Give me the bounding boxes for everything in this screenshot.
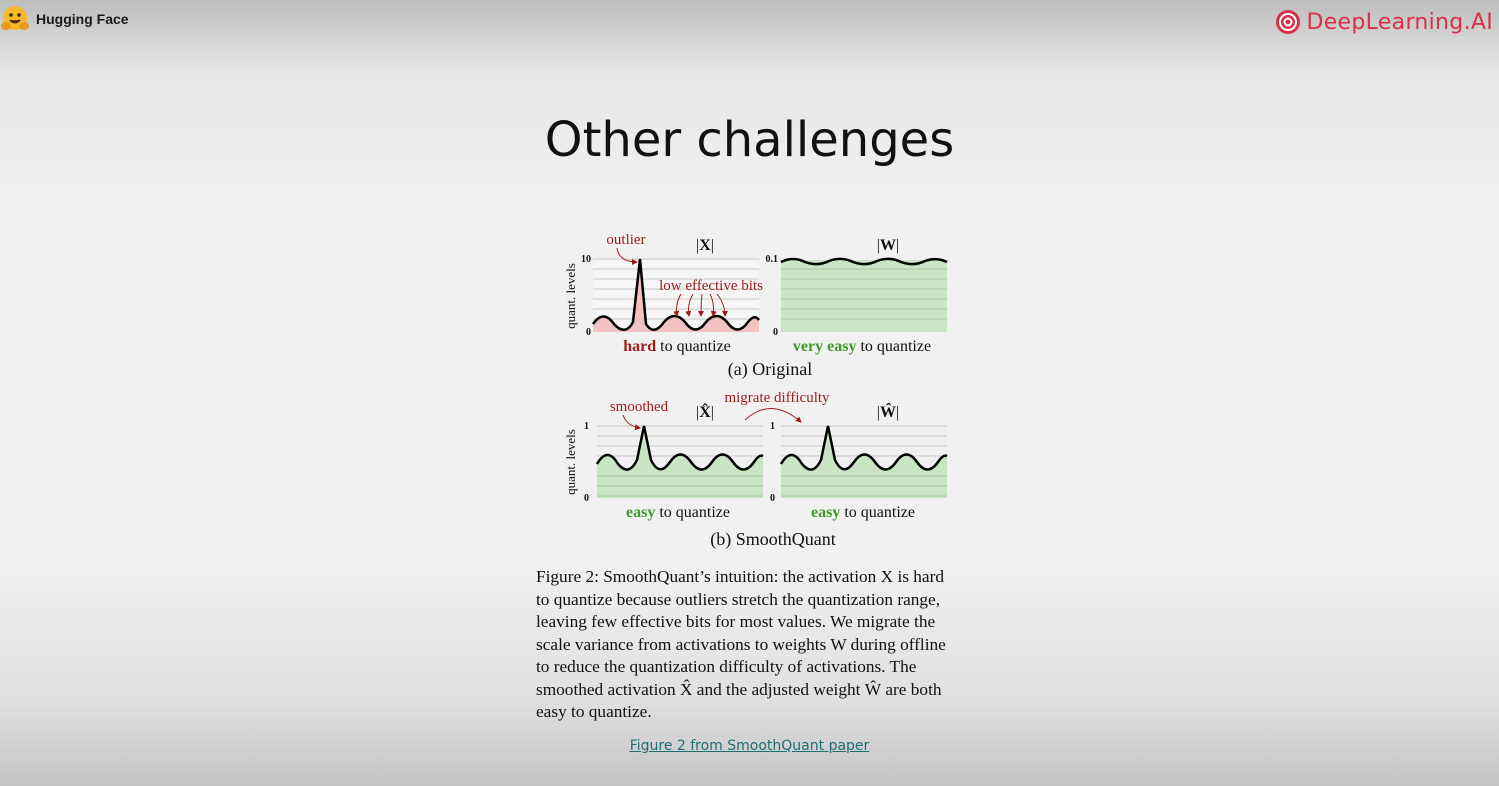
caption-line: to quantize because outliers stretch the… — [536, 589, 941, 609]
ymin-label-w: 0 — [773, 327, 778, 338]
verdict-w-original: very easy to quantize — [793, 338, 931, 355]
ymin-label-x: 0 — [586, 327, 591, 338]
hugging-face-icon — [1, 6, 29, 30]
ymax-label-xhat: 1 — [584, 421, 589, 432]
ymin-label-xhat: 0 — [584, 493, 589, 504]
caption-line: leaving few effective bits for most valu… — [536, 612, 936, 631]
caption-line: easy to quantize. — [536, 702, 652, 721]
annotation-smoothed: smoothed — [610, 399, 669, 415]
ymin-label-what: 0 — [770, 493, 775, 504]
deeplearning-ai-logo: DeepLearning.AI — [1274, 8, 1493, 36]
panel-weight-smoothquant: 1 0 |Ŵ| easy to quantize — [770, 402, 948, 521]
smoothquant-figure: quant. levels 10 0 |X| outlier low effec… — [563, 232, 948, 550]
panel-title-x: |X| — [696, 237, 714, 254]
panel-weight-original: 0.1 0 |W| very easy to quantize — [766, 237, 948, 355]
panel-activation-smoothquant: 1 0 |X̂| smoothed easy to quantize — [584, 399, 764, 521]
smoothed-arrow — [622, 414, 641, 431]
slide-title: Other challenges — [544, 112, 955, 168]
caption-original: (a) Original — [728, 359, 812, 380]
verdict-x-original: hard to quantize — [623, 338, 731, 355]
hugging-face-name: Hugging Face — [36, 11, 129, 27]
migrate-arrow — [744, 408, 802, 423]
ymax-label-what: 1 — [770, 421, 775, 432]
annotation-migrate-difficulty: migrate difficulty — [724, 390, 830, 406]
hugging-face-logo: Hugging Face — [0, 4, 129, 34]
deeplearning-ai-name: DeepLearning.AI — [1306, 9, 1493, 35]
outlier-arrow — [616, 247, 638, 265]
panel-activation-original: 10 0 |X| outlier low effective bits hard… — [581, 232, 763, 355]
deeplearning-ai-icon — [1276, 10, 1301, 34]
source-link[interactable]: Figure 2 from SmoothQuant paper — [629, 738, 870, 754]
panel-title-w: |W| — [877, 237, 899, 254]
caption-line: smoothed activation X̂ and the adjusted … — [536, 679, 942, 699]
caption-line: to reduce the quantization difficulty of… — [536, 657, 917, 676]
y-axis-label-original: quant. levels — [563, 263, 578, 329]
y-axis-label-smooth: quant. levels — [563, 429, 578, 495]
caption-line: scale variance from activations to weigh… — [536, 634, 946, 654]
low-bits-arrows — [673, 293, 728, 317]
verdict-xhat: easy to quantize — [626, 504, 730, 521]
verdict-what: easy to quantize — [811, 504, 915, 521]
ymax-label-w: 0.1 — [766, 254, 779, 265]
caption-line: Figure 2: SmoothQuant’s intuition: the a… — [536, 567, 944, 586]
ymax-label-x: 10 — [581, 254, 591, 265]
figure-caption: Figure 2: SmoothQuant’s intuition: the a… — [536, 566, 976, 724]
annotation-low-effective-bits: low effective bits — [659, 278, 763, 294]
caption-smoothquant: (b) SmoothQuant — [710, 529, 836, 550]
panel-title-what: |Ŵ| — [877, 402, 899, 421]
annotation-outlier: outlier — [606, 232, 645, 248]
panel-title-xhat: |X̂| — [696, 403, 714, 421]
source-link-row: Figure 2 from SmoothQuant paper — [0, 737, 1499, 755]
